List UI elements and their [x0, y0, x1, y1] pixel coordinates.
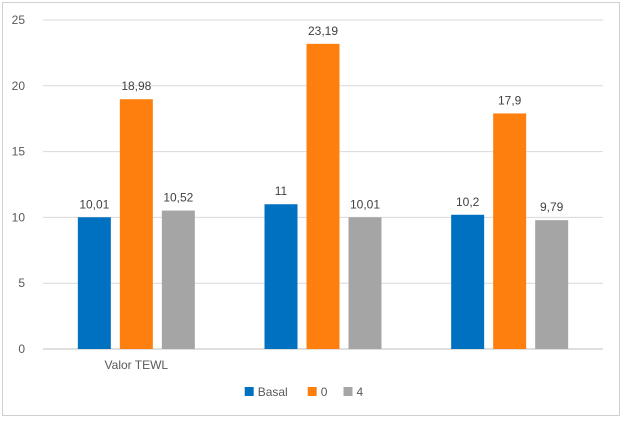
chart-frame: 0 5 10 15 20 25 10,01 18,98 10,52 11 23,19 10,01 10…: [2, 2, 620, 416]
y-tick-label: 0: [18, 342, 25, 356]
bar-4-0: [161, 210, 195, 349]
bar-4-1: [348, 217, 382, 349]
y-tick-label: 5: [18, 276, 25, 290]
bar-0-2: [493, 113, 527, 349]
bar-basal-2: [451, 214, 485, 349]
data-label: 23,19: [308, 24, 338, 38]
data-label: 17,9: [498, 93, 522, 107]
data-label: 9,79: [540, 200, 564, 214]
legend-label: Basal: [258, 385, 288, 399]
y-tick-label: 15: [12, 145, 26, 159]
y-tick-label: 25: [12, 13, 26, 27]
bar-0-0: [119, 99, 153, 349]
data-labels: 10,01 18,98 10,52 11 23,19 10,01 10,2 17,9 9,79: [79, 24, 563, 214]
legend-label: 0: [321, 385, 328, 399]
bars: [77, 43, 569, 349]
data-label: 11: [275, 184, 288, 198]
legend-swatch: [343, 387, 353, 396]
bar-basal-1: [264, 204, 298, 349]
data-label: 10,01: [350, 197, 380, 211]
y-axis-ticks: 0 5 10 15 20 25: [12, 13, 26, 356]
data-label: 18,98: [121, 79, 151, 93]
legend-swatch: [307, 387, 317, 396]
category-label: Valor TEWL: [105, 358, 169, 372]
y-tick-label: 10: [12, 210, 26, 224]
bar-4-2: [535, 220, 569, 349]
bar-basal-0: [77, 217, 111, 349]
category-labels: Valor TEWL: [105, 358, 169, 372]
legend-label: 4: [357, 385, 364, 399]
data-label: 10,52: [163, 191, 193, 205]
legend-swatch: [244, 387, 254, 396]
data-label: 10,01: [79, 197, 109, 211]
y-tick-label: 20: [12, 79, 26, 93]
data-label: 10,2: [456, 195, 480, 209]
bar-0-1: [306, 43, 340, 349]
legend: Basal 0 4: [244, 385, 364, 399]
